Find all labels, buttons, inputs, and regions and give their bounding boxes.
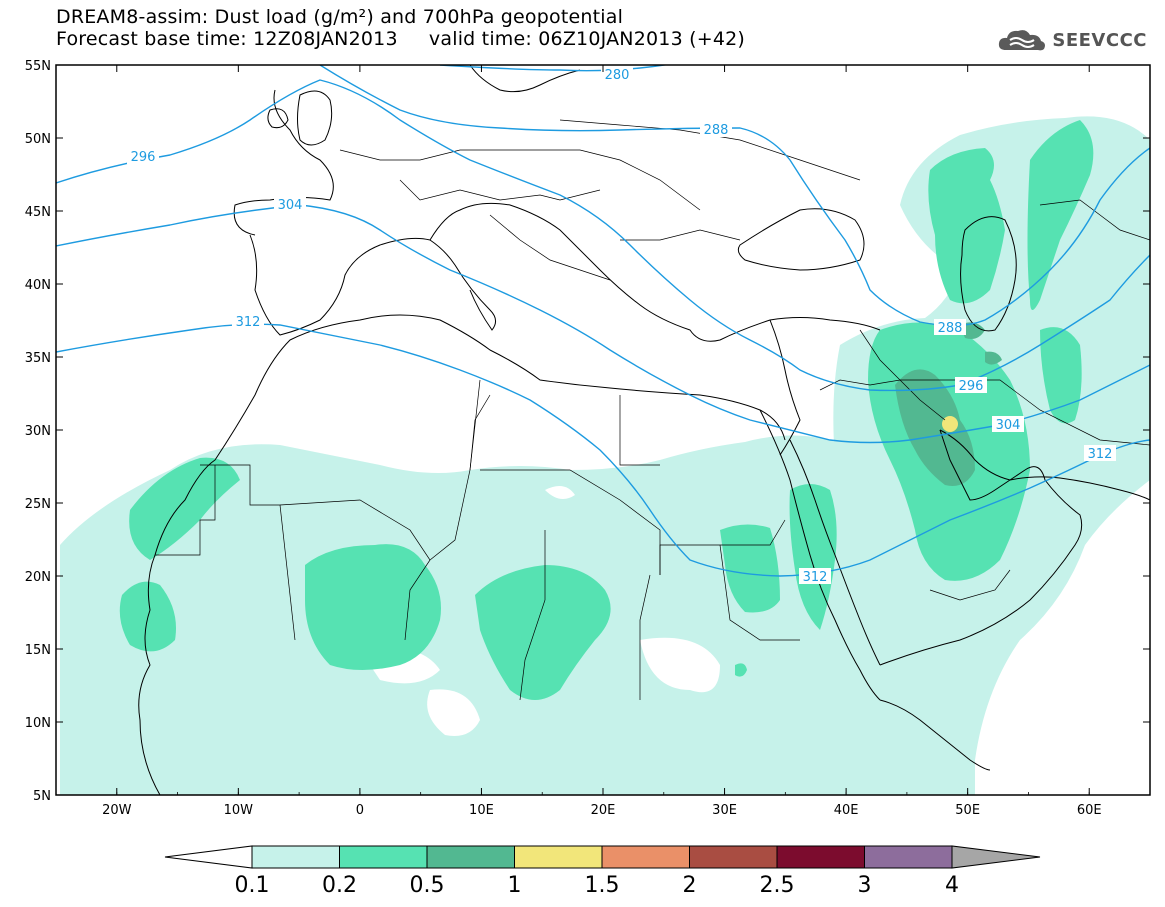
colorbar-under-arrow <box>164 845 253 869</box>
lat-tick-label: 25N <box>25 497 51 512</box>
lat-tick-label: 45N <box>25 205 51 220</box>
colorbar-label: 0.1 <box>235 873 270 898</box>
dust-level-0.2 <box>119 120 1094 700</box>
colorbar-swatch <box>514 845 603 869</box>
lon-tick-label: 10W <box>224 803 254 818</box>
clear-areas <box>360 486 1103 736</box>
lon-tick-label: 30E <box>712 803 737 818</box>
contour-label-304-atlantic: 304 <box>278 198 303 213</box>
contour-label-280-north: 280 <box>605 68 630 83</box>
contour-label-312-atlantic: 312 <box>236 315 261 330</box>
colorbar-label: 4 <box>945 873 959 898</box>
contour-label-288-europe: 288 <box>704 123 729 138</box>
contour-label-296-east: 296 <box>959 379 984 394</box>
title-line-1: DREAM8-assim: Dust load (g/m²) and 700hP… <box>56 6 624 28</box>
cloud-icon <box>999 30 1046 51</box>
lat-tick-label: 5N <box>33 789 51 804</box>
colorbar-swatch <box>251 845 340 869</box>
contour-label-304-east: 304 <box>996 418 1021 433</box>
colorbar-swatch <box>601 845 690 869</box>
colorbar-over-arrow <box>951 845 1041 869</box>
colorbar-label: 3 <box>858 873 872 898</box>
colorbar-swatch <box>776 845 865 869</box>
colorbar-swatch <box>339 845 428 869</box>
latitude-axis: 5N 10N 15N 20N 25N 30N 35N 40N 45N 50N 55N <box>25 59 1150 804</box>
colorbar-label: 1.5 <box>585 873 620 898</box>
colorbar: 0.1 0.2 0.5 1 1.5 2 2.5 3 4 <box>164 845 1041 898</box>
lat-tick-label: 40N <box>25 278 51 293</box>
lat-tick-label: 55N <box>25 59 51 74</box>
lat-tick-label: 35N <box>25 351 51 366</box>
map-title: DREAM8-assim: Dust load (g/m²) and 700hP… <box>56 6 745 50</box>
lat-tick-label: 15N <box>25 643 51 658</box>
lon-tick-label: 0 <box>356 803 364 818</box>
seevccc-logo: SEEVCCC <box>996 26 1147 54</box>
country-borders <box>155 119 1150 701</box>
colorbar-label: 0.5 <box>410 873 445 898</box>
title-line-2: Forecast base time: 12Z08JAN2013 valid t… <box>56 28 746 50</box>
lon-tick-label: 50E <box>955 803 980 818</box>
coastlines <box>138 65 1150 795</box>
colorbar-label: 1 <box>508 873 522 898</box>
colorbar-swatch <box>689 845 778 869</box>
colorbar-label: 0.2 <box>322 873 357 898</box>
lat-tick-label: 50N <box>25 132 51 147</box>
dust-level-0.5 <box>895 322 1002 486</box>
colorbar-swatch <box>864 845 953 869</box>
colorbar-label: 2.5 <box>760 873 795 898</box>
contour-label-296-atlantic: 296 <box>131 150 156 165</box>
contour-label-312-east: 312 <box>1088 447 1113 462</box>
lon-tick-label: 20E <box>591 803 616 818</box>
lon-tick-label: 20W <box>102 803 132 818</box>
lat-tick-label: 30N <box>25 424 51 439</box>
dust-field <box>60 116 1150 795</box>
contour-labels: 280 288 296 304 312 288 296 304 312 312 <box>127 66 1116 585</box>
lat-tick-label: 10N <box>25 716 51 731</box>
colorbar-swatch <box>426 845 515 869</box>
dust-level-1 <box>942 416 958 432</box>
lon-tick-label: 10E <box>469 803 494 818</box>
lon-tick-label: 60E <box>1077 803 1102 818</box>
lat-tick-label: 20N <box>25 570 51 585</box>
longitude-axis: 20W 10W 0 10E 20E 30E 40E 50E 60E <box>55 65 1151 818</box>
colorbar-label: 2 <box>683 873 697 898</box>
lon-tick-label: 40E <box>834 803 859 818</box>
logo-text: SEEVCCC <box>1052 29 1147 51</box>
contour-label-288-east: 288 <box>938 321 963 336</box>
contour-label-312-africa: 312 <box>803 570 828 585</box>
